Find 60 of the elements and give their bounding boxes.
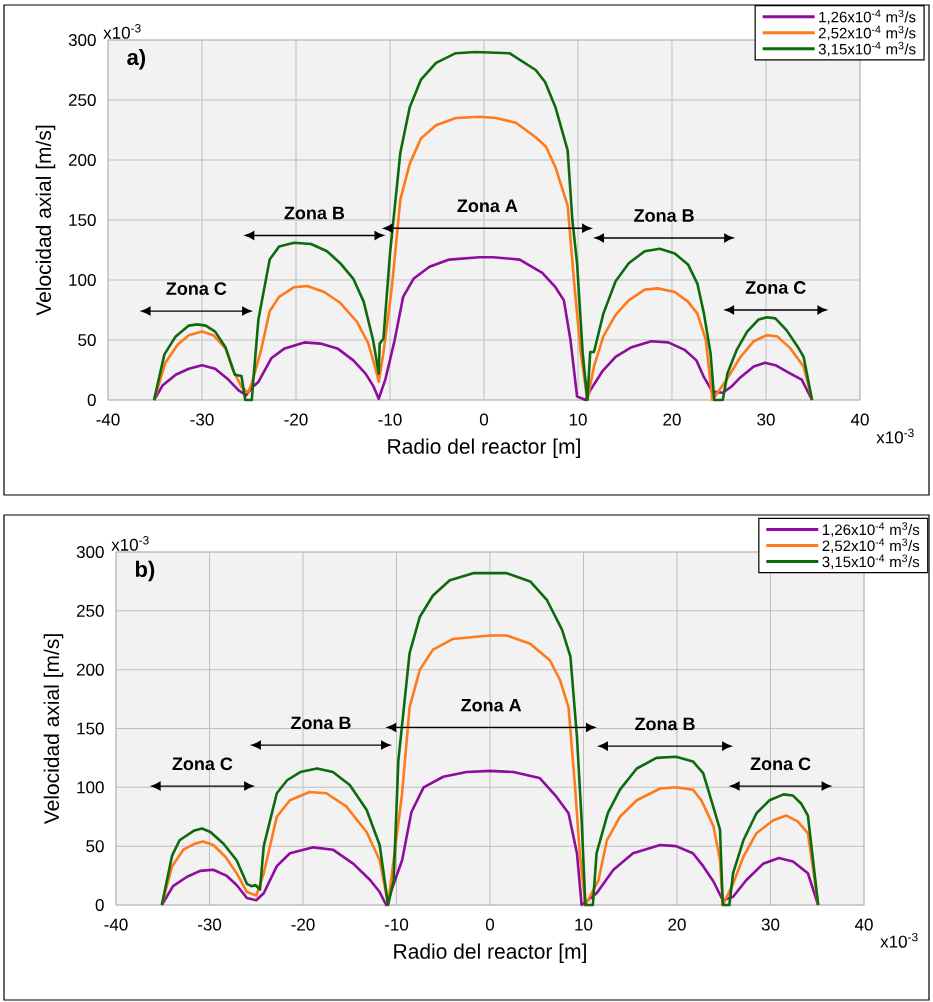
line-series xyxy=(160,769,820,907)
x-tick-label: 0 xyxy=(479,413,489,426)
y-axis-title: Velocidad axial [m/s] xyxy=(35,125,56,316)
x-tick-label: 0 xyxy=(485,918,495,931)
x-tick-label: -40 xyxy=(104,918,128,931)
y-tick-label: 150 xyxy=(69,213,96,227)
x-tick-label: 30 xyxy=(757,413,775,426)
y-tick-label: 50 xyxy=(78,333,96,347)
legend-label: 1,26x10$^{-4}$ m$^{3}$/s xyxy=(822,522,920,537)
annotation: Zona B xyxy=(284,206,345,220)
annotation: Zona C xyxy=(166,282,227,295)
x-tick-label: 10 xyxy=(569,413,587,426)
chart-title: b) xyxy=(135,560,155,582)
x-axis-title: Radio del reactor [m] xyxy=(388,438,580,459)
y-tick-label: 150 xyxy=(77,722,104,735)
y-tick-label: 300 xyxy=(76,545,104,559)
y-tick-label: 0 xyxy=(95,898,104,912)
annotation: Zona B xyxy=(290,716,351,730)
annotation: Zona A xyxy=(461,698,522,712)
y-tick-label: 0 xyxy=(87,393,96,407)
text: x10$^{-3}$ xyxy=(103,24,141,39)
x-tick-label: 10 xyxy=(575,918,593,931)
y-tick-label: 50 xyxy=(86,840,104,853)
chart-title: a) xyxy=(127,48,146,70)
y-axis-title: Velocidad axial [m/s] xyxy=(43,634,64,825)
y-tick-label: 200 xyxy=(68,153,96,167)
annotation: Zona B xyxy=(635,717,695,731)
annotation: Zona C xyxy=(750,757,811,771)
x-tick-label: -30 xyxy=(197,918,222,931)
line-series xyxy=(152,50,814,402)
legend-label: 3,15x10$^{-4}$ m$^{3}$/s xyxy=(818,41,916,57)
legend-label: 2,52x10$^{-4}$ m$^{3}$/s xyxy=(822,538,920,553)
legend-label: 2,52x10$^{-4}$ m$^{3}$/s xyxy=(818,25,916,41)
y-tick-label: 200 xyxy=(76,663,104,676)
annotation: Zona B xyxy=(634,209,694,222)
y-tick-label: 250 xyxy=(68,93,96,107)
x-tick-label: -20 xyxy=(291,918,315,931)
legend-label: 1,26x10$^{-4}$ m$^{3}$/s xyxy=(819,9,916,25)
text: x10$^{-3}$ xyxy=(876,428,914,444)
y-tick-label: 100 xyxy=(77,781,104,794)
text: x10$^{-3}$ xyxy=(111,536,149,551)
x-tick-label: 30 xyxy=(761,918,780,931)
annotation: Zona A xyxy=(457,199,518,213)
y-tick-label: 300 xyxy=(68,33,96,47)
x-tick-label: -10 xyxy=(384,918,409,931)
x-tick-label: 40 xyxy=(854,918,873,931)
y-tick-label: 250 xyxy=(76,604,104,617)
x-tick-label: -30 xyxy=(190,413,214,426)
x-tick-label: -40 xyxy=(96,413,120,426)
x-tick-label: -10 xyxy=(378,413,402,426)
x-tick-label: 40 xyxy=(850,413,869,426)
y-tick-label: 100 xyxy=(69,273,96,287)
x-tick-label: 20 xyxy=(668,918,686,931)
legend-label: 3,15x10$^{-4}$ m$^{3}$/s xyxy=(822,554,920,569)
text: x10$^{-3}$ xyxy=(880,932,918,948)
annotation: Zona C xyxy=(745,281,806,294)
x-axis-title: Radio del reactor [m] xyxy=(394,943,586,964)
x-tick-label: 20 xyxy=(663,413,681,426)
annotation: Zona C xyxy=(172,757,233,771)
x-tick-label: -20 xyxy=(284,413,308,426)
